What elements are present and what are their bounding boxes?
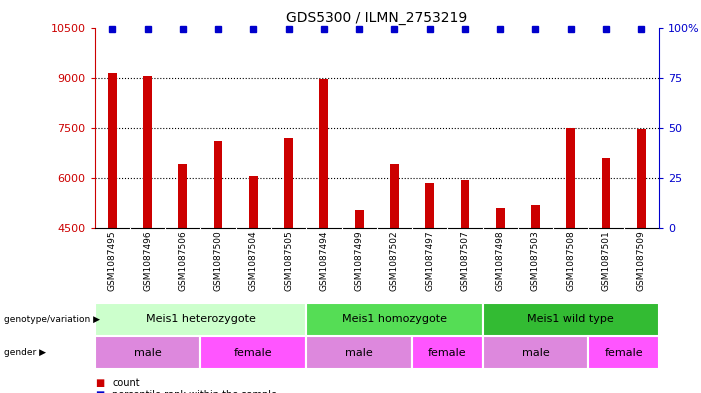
Text: female: female xyxy=(428,348,467,358)
Bar xyxy=(95,336,200,369)
Text: male: male xyxy=(522,348,550,358)
Text: GSM1087502: GSM1087502 xyxy=(390,230,399,291)
Bar xyxy=(601,158,611,228)
Bar xyxy=(637,129,646,228)
Text: GSM1087506: GSM1087506 xyxy=(178,230,187,291)
Text: percentile rank within the sample: percentile rank within the sample xyxy=(112,390,277,393)
Bar xyxy=(306,303,482,336)
Text: count: count xyxy=(112,378,139,388)
Bar xyxy=(284,138,293,228)
Text: Meis1 wild type: Meis1 wild type xyxy=(527,314,614,324)
Bar xyxy=(178,164,187,228)
Bar xyxy=(320,79,328,228)
Text: ■: ■ xyxy=(95,390,104,393)
Text: gender ▶: gender ▶ xyxy=(4,348,46,357)
Bar xyxy=(482,336,588,369)
Text: female: female xyxy=(604,348,643,358)
Bar xyxy=(496,208,505,228)
Text: GSM1087500: GSM1087500 xyxy=(214,230,223,291)
Text: genotype/variation ▶: genotype/variation ▶ xyxy=(4,315,100,324)
Text: male: male xyxy=(346,348,373,358)
Text: Meis1 heterozygote: Meis1 heterozygote xyxy=(146,314,255,324)
Text: GSM1087494: GSM1087494 xyxy=(320,230,328,291)
Text: GSM1087496: GSM1087496 xyxy=(143,230,152,291)
Bar xyxy=(108,73,116,228)
Text: GSM1087508: GSM1087508 xyxy=(566,230,576,291)
Bar xyxy=(412,336,482,369)
Bar xyxy=(95,303,306,336)
Text: GSM1087507: GSM1087507 xyxy=(461,230,470,291)
Text: GSM1087499: GSM1087499 xyxy=(355,230,364,291)
Text: female: female xyxy=(234,348,273,358)
Bar xyxy=(214,141,222,228)
Bar xyxy=(306,336,412,369)
Bar xyxy=(531,204,540,228)
Text: GSM1087501: GSM1087501 xyxy=(601,230,611,291)
Bar xyxy=(588,336,659,369)
Bar xyxy=(390,164,399,228)
Title: GDS5300 / ILMN_2753219: GDS5300 / ILMN_2753219 xyxy=(286,11,468,25)
Bar xyxy=(426,183,434,228)
Text: GSM1087497: GSM1087497 xyxy=(426,230,434,291)
Text: Meis1 homozygote: Meis1 homozygote xyxy=(342,314,447,324)
Text: GSM1087505: GSM1087505 xyxy=(284,230,293,291)
Bar xyxy=(200,336,306,369)
Bar xyxy=(143,76,152,228)
Bar xyxy=(461,180,470,228)
Text: GSM1087498: GSM1087498 xyxy=(496,230,505,291)
Text: GSM1087509: GSM1087509 xyxy=(637,230,646,291)
Bar xyxy=(355,209,364,228)
Text: GSM1087495: GSM1087495 xyxy=(108,230,117,291)
Text: male: male xyxy=(134,348,161,358)
Text: GSM1087504: GSM1087504 xyxy=(249,230,258,291)
Bar xyxy=(566,128,576,228)
Text: ■: ■ xyxy=(95,378,104,388)
Text: GSM1087503: GSM1087503 xyxy=(531,230,540,291)
Bar xyxy=(249,176,258,228)
Bar xyxy=(482,303,659,336)
